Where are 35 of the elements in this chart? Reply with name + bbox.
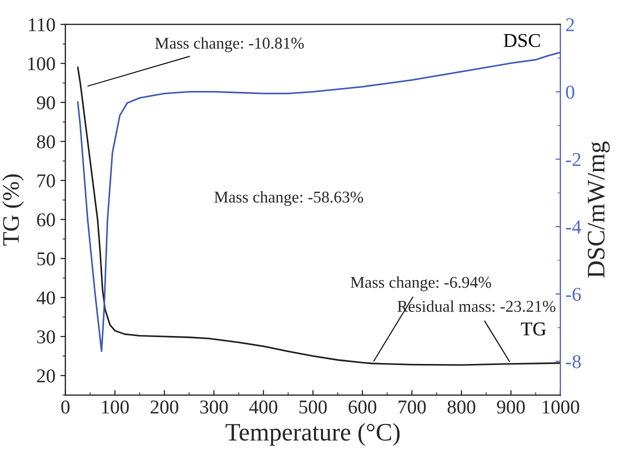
annotation: Mass change: -58.63% xyxy=(214,191,364,206)
x-tick-label: 800 xyxy=(448,400,476,414)
x-tick-label: 500 xyxy=(299,400,327,414)
x-tick-label: 900 xyxy=(496,400,525,414)
y-axis-title: TG (%) xyxy=(2,174,24,246)
annotation: Mass change: -10.81% xyxy=(155,37,304,52)
x-tick-label: 400 xyxy=(249,400,278,414)
series-label: TG xyxy=(520,322,546,336)
y2-tick-label: -6 xyxy=(566,288,581,301)
y2-tick-label: 2 xyxy=(566,18,574,32)
x-tick-label: 300 xyxy=(200,400,228,414)
y2-tick-label: -4 xyxy=(566,220,582,234)
x-tick-label: 100 xyxy=(102,400,129,414)
x-tick-label: 1000 xyxy=(542,400,580,414)
x-tick-label: 700 xyxy=(398,400,426,414)
y-tick-label: 110 xyxy=(28,18,55,32)
y2-tick-label: -2 xyxy=(566,153,580,166)
y2-axis-title: DSC/mW/mg xyxy=(588,141,610,278)
y-tick-label: 40 xyxy=(36,291,55,304)
y-tick-label: 60 xyxy=(37,213,55,226)
x-tick-label: 200 xyxy=(150,400,178,414)
series-label: DSC xyxy=(504,34,540,48)
y-tick-label: 50 xyxy=(37,252,55,266)
y-tick-label: 20 xyxy=(37,369,55,382)
annotation: Mass change: -6.94% xyxy=(350,276,492,292)
y-tick-label: 100 xyxy=(28,57,55,70)
y-tick-label: 90 xyxy=(36,96,55,110)
x-tick-label: 600 xyxy=(348,400,376,414)
y2-tick-label: -8 xyxy=(566,355,581,368)
y2-tick-label: 0 xyxy=(566,86,574,99)
x-tick-label: 0 xyxy=(61,400,70,414)
y-tick-label: 80 xyxy=(36,135,55,148)
y-tick-label: 70 xyxy=(38,174,55,188)
y-tick-label: 30 xyxy=(37,330,55,344)
x-axis-title: Temperature (°C) xyxy=(226,423,400,446)
